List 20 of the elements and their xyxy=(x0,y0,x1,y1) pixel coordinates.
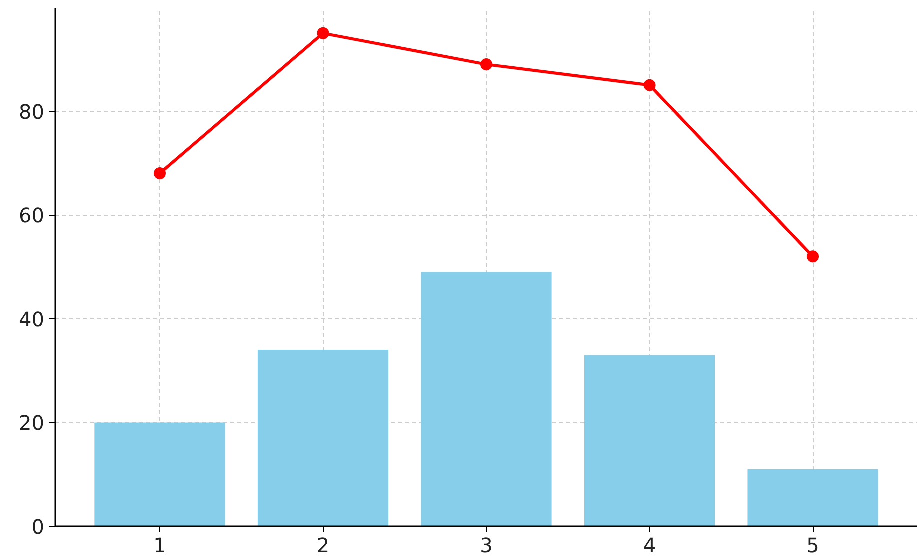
point xyxy=(480,58,492,71)
y-tick-label: 80 xyxy=(19,100,45,124)
point xyxy=(644,79,656,92)
x-tick-label: 2 xyxy=(316,534,330,558)
y-tick-label: 60 xyxy=(19,204,45,228)
y-tick-label: 20 xyxy=(19,411,45,436)
y-tick-label: 0 xyxy=(32,515,45,539)
point xyxy=(807,250,820,263)
bar xyxy=(94,422,226,526)
bar xyxy=(258,350,389,526)
point xyxy=(317,27,330,40)
x-tick-label: 1 xyxy=(154,534,166,558)
bar xyxy=(748,469,878,526)
y-tick-label: 40 xyxy=(19,307,45,332)
x-tick-label: 4 xyxy=(643,534,656,558)
point xyxy=(154,168,166,180)
bar xyxy=(584,355,716,526)
bar xyxy=(421,272,552,526)
x-tick-label: 5 xyxy=(806,534,820,558)
x-tick-label: 3 xyxy=(480,534,493,558)
